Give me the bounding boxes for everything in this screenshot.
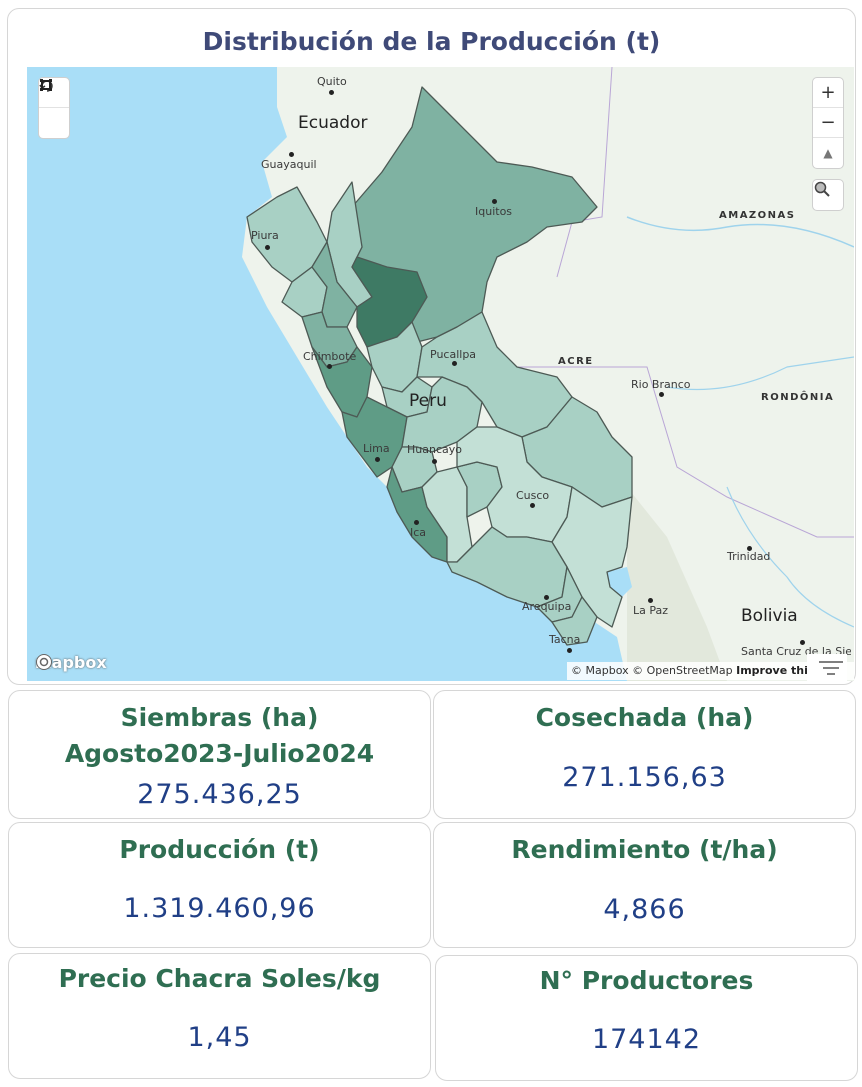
kpi-produccion: Producción (t) 1.319.460,96 xyxy=(8,822,431,948)
label-ica: Ica xyxy=(410,526,427,539)
kpi-productores-value: 174142 xyxy=(591,1024,702,1055)
map-card: Distribución de la Producción (t) xyxy=(7,8,856,685)
label-arequipa: Arequipa xyxy=(522,600,572,613)
city-dot xyxy=(492,199,497,204)
label-bolivia: Bolivia xyxy=(741,606,798,626)
mapbox-icon xyxy=(36,654,52,670)
compass-button[interactable]: ▲ xyxy=(823,146,833,160)
mapbox-logo[interactable]: mapbox xyxy=(35,653,107,672)
city-dot xyxy=(375,457,380,462)
kpi-rendimiento-title: Rendimiento (t/ha) xyxy=(511,835,778,864)
map-basemap xyxy=(242,67,854,681)
city-dot xyxy=(414,520,419,525)
lasso-select-icon xyxy=(40,79,52,91)
kpi-precio-value: 1,45 xyxy=(187,1022,252,1053)
label-amazonas: AMAZONAS xyxy=(719,210,796,221)
map-search-button[interactable] xyxy=(813,180,843,210)
label-tacna: Tacna xyxy=(549,633,581,646)
kpi-rendimiento-value: 4,866 xyxy=(603,894,686,925)
label-piura: Piura xyxy=(251,229,279,242)
map-tools-toolbar xyxy=(38,77,70,139)
city-dot xyxy=(329,90,334,95)
kpi-precio-title: Precio Chacra Soles/kg xyxy=(58,964,381,993)
kpi-siembras-value: 275.436,25 xyxy=(137,779,302,810)
lasso-select-button[interactable] xyxy=(39,79,69,138)
label-ecuador: Ecuador xyxy=(298,113,368,133)
attribution-osm-link[interactable]: © OpenStreetMap xyxy=(632,664,733,677)
label-quito: Quito xyxy=(317,75,347,88)
city-dot xyxy=(648,598,653,603)
label-rio-branco: Rio Branco xyxy=(631,378,691,391)
zoom-in-button[interactable]: + xyxy=(813,78,843,108)
city-dot xyxy=(452,361,457,366)
kpi-rendimiento: Rendimiento (t/ha) 4,866 xyxy=(433,822,856,948)
label-peru: Peru xyxy=(409,391,447,411)
zoom-out-button[interactable]: − xyxy=(813,108,843,138)
label-la-paz: La Paz xyxy=(633,604,669,617)
city-dot xyxy=(567,648,572,653)
city-dot xyxy=(289,152,294,157)
kpi-productores: N° Productores 174142 xyxy=(435,955,858,1081)
peru-regions xyxy=(246,86,633,646)
mapbox-logo-text: mapbox xyxy=(35,653,107,672)
label-guayaquil: Guayaquil xyxy=(261,158,317,171)
label-trinidad: Trinidad xyxy=(727,550,771,563)
city-dot xyxy=(747,546,752,551)
label-rondonia: RONDÔNIA xyxy=(761,392,835,403)
map-title: Distribución de la Producción (t) xyxy=(202,27,661,56)
kpi-cosechada-value: 271.156,63 xyxy=(562,762,727,793)
kpi-produccion-title: Producción (t) xyxy=(119,835,320,864)
city-dot xyxy=(432,459,437,464)
filter-lines-icon xyxy=(819,661,843,675)
city-dot xyxy=(659,392,664,397)
kpi-cosechada-title: Cosechada (ha) xyxy=(535,703,754,732)
label-pucallpa: Pucallpa xyxy=(430,348,477,361)
label-lima: Lima xyxy=(363,442,390,455)
label-chimbote: Chimbote xyxy=(303,350,357,363)
city-dot xyxy=(265,245,270,250)
kpi-produccion-value: 1.319.460,96 xyxy=(123,893,316,924)
production-map[interactable]: Quito Ecuador Guayaquil Iquitos AMAZONAS… xyxy=(27,67,854,681)
label-iquitos: Iquitos xyxy=(475,205,513,218)
kpi-siembras-title: Siembras (ha) xyxy=(120,703,319,732)
filter-menu-button[interactable] xyxy=(807,654,847,682)
zoom-controls: + − ▲ xyxy=(812,77,844,169)
label-acre: ACRE xyxy=(558,356,594,367)
kpi-productores-title: N° Productores xyxy=(539,966,754,995)
search-icon xyxy=(814,181,830,197)
kpi-cosechada: Cosechada (ha) 271.156,63 xyxy=(433,690,856,819)
city-dot xyxy=(530,503,535,508)
label-cusco: Cusco xyxy=(516,489,550,502)
label-huancayo: Huancayo xyxy=(407,443,462,456)
kpi-precio: Precio Chacra Soles/kg 1,45 xyxy=(8,953,431,1079)
search-map-control xyxy=(812,179,844,211)
city-dot xyxy=(800,640,805,645)
attribution-mapbox-link[interactable]: © Mapbox xyxy=(571,664,629,677)
kpi-siembras-period: Agosto2023-Julio2024 xyxy=(64,739,375,768)
city-dot xyxy=(327,364,332,369)
kpi-siembras: Siembras (ha) Agosto2023-Julio2024 275.4… xyxy=(8,690,431,819)
city-dot xyxy=(544,595,549,600)
